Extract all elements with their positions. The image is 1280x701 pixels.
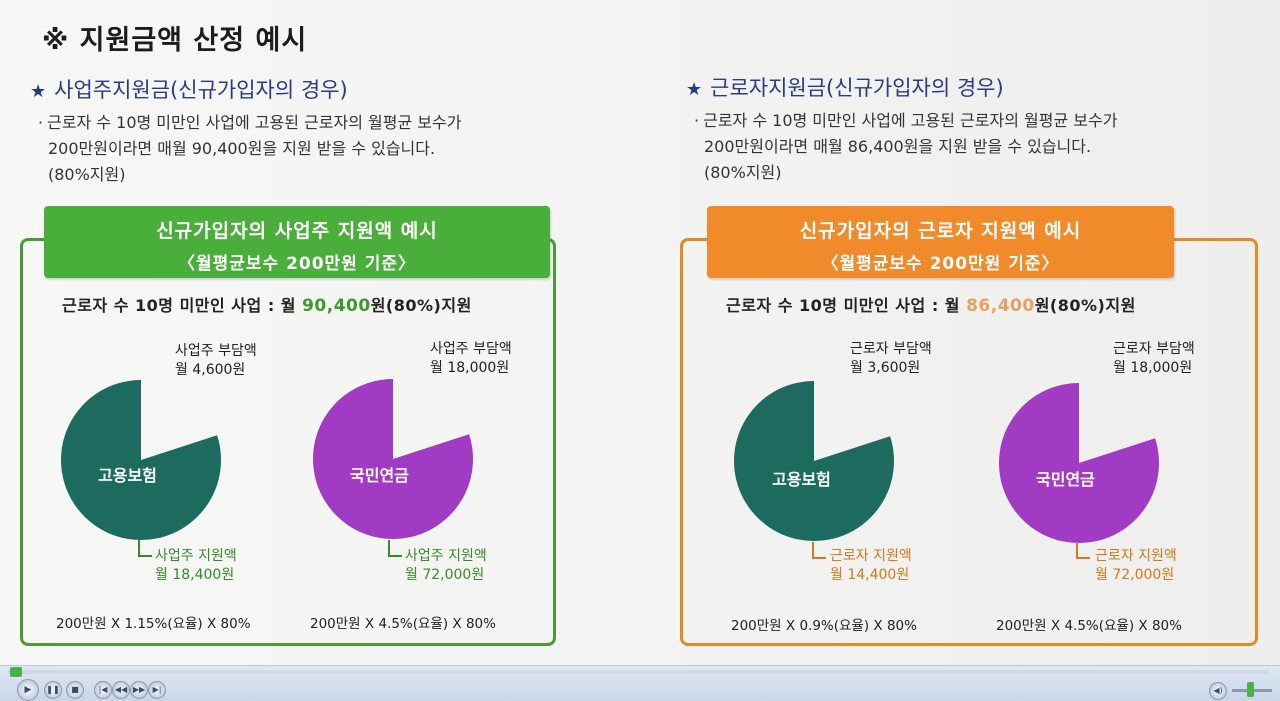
left-pie2-support-amount: 월 72,000원 (405, 567, 485, 583)
right-pie1-burden-label: 근로자 부담액 (850, 341, 932, 357)
stop-icon[interactable]: ■ (66, 681, 84, 699)
left-pie2-label: 국민연금 (350, 466, 409, 485)
right-banner: 신규가입자의 근로자 지원액 예시 〈월평균보수 200만원 기준〉 (707, 206, 1174, 278)
right-pie1-chart (734, 381, 894, 541)
right-pie1-leader (812, 542, 826, 559)
fast-forward-icon[interactable]: ▶▶ (130, 681, 148, 699)
media-player-bar: ▶ ❚❚ ■ |◀ ◀◀ ▶▶ ▶| ◀) (0, 665, 1280, 701)
play-icon[interactable]: ▶ (17, 679, 39, 701)
right-pie1-support-label: 근로자 지원액 (830, 548, 912, 564)
right-desc-line-3: (80%지원) (704, 163, 782, 182)
left-banner-title: 신규가입자의 사업주 지원액 예시 (156, 220, 438, 242)
left-pie2-chart (313, 379, 473, 539)
right-pie1-calc: 200만원 X 0.9%(요율) X 80% (731, 618, 917, 634)
left-banner: 신규가입자의 사업주 지원액 예시 〈월평균보수 200만원 기준〉 (44, 206, 550, 278)
left-pie1-support-amount: 월 18,400원 (155, 567, 235, 583)
right-pie2-support-amount: 월 72,000원 (1095, 567, 1175, 583)
left-section-title-text: 사업주지원금(신규가입자의 경우) (54, 78, 348, 102)
right-pie1-support: 근로자 지원액 월 14,400원 (830, 547, 912, 585)
right-pie1-burden-amount: 월 3,600원 (850, 360, 921, 376)
right-pie1-support-amount: 월 14,400원 (830, 567, 910, 583)
right-banner-title: 신규가입자의 근로자 지원액 예시 (799, 220, 1082, 242)
left-pie1-calc: 200만원 X 1.15%(요율) X 80% (56, 616, 251, 632)
pause-icon[interactable]: ❚❚ (44, 681, 62, 699)
right-support-line: 근로자 수 10명 미만인 사업 : 월 86,400원(80%)지원 (726, 292, 1136, 316)
left-pie1-label: 고용보험 (98, 466, 157, 485)
right-pie2-burden: 근로자 부담액 월 18,000원 (1113, 340, 1195, 378)
left-desc-line-1: 근로자 수 10명 미만인 사업에 고용된 근로자의 월평균 보수가 (47, 113, 462, 132)
left-pie1-burden-amount: 월 4,600원 (175, 362, 246, 378)
page-title: ※ 지원금액 산정 예시 (42, 25, 308, 56)
left-pie2-burden-label: 사업주 부담액 (430, 341, 512, 357)
left-pie1-slice (61, 380, 221, 540)
right-description: · 근로자 수 10명 미만인 사업에 고용된 근로자의 월평균 보수가 200만… (694, 108, 1117, 186)
left-pie1-burden: 사업주 부담액 월 4,600원 (175, 342, 257, 380)
left-pie2-slice (313, 379, 473, 539)
previous-icon[interactable]: |◀ (94, 681, 112, 699)
right-desc-line-2: 200만원이라면 매월 86,400원을 지원 받을 수 있습니다. (704, 137, 1092, 156)
star-icon: ★ (686, 79, 703, 100)
left-pie2-leader (388, 540, 402, 557)
right-support-amount: 86,400 (966, 296, 1035, 316)
left-pie2-calc: 200만원 X 4.5%(요율) X 80% (310, 616, 496, 632)
seek-bar[interactable] (8, 670, 1270, 674)
left-support-suffix: 원(80%)지원 (370, 296, 472, 315)
rewind-icon[interactable]: ◀◀ (112, 681, 130, 699)
next-icon[interactable]: ▶| (148, 681, 166, 699)
volume-icon[interactable]: ◀) (1209, 682, 1227, 700)
left-desc-line-3: (80%지원) (48, 165, 126, 184)
left-pie2-burden: 사업주 부담액 월 18,000원 (430, 340, 512, 378)
right-pie2-support: 근로자 지원액 월 72,000원 (1095, 547, 1177, 585)
left-pie2-burden-amount: 월 18,000원 (430, 360, 510, 376)
left-support-amount: 90,400 (302, 296, 371, 316)
right-pie1-burden: 근로자 부담액 월 3,600원 (850, 340, 932, 378)
document-page: ※ 지원금액 산정 예시 ★ 사업주지원금(신규가입자의 경우) · 근로자 수 1… (0, 0, 1280, 665)
left-support-prefix: 근로자 수 10명 미만인 사업 : 월 (62, 296, 297, 315)
right-desc-line-1: 근로자 수 10명 미만인 사업에 고용된 근로자의 월평균 보수가 (703, 111, 1118, 130)
right-pie2-support-label: 근로자 지원액 (1095, 548, 1177, 564)
left-pie2-support: 사업주 지원액 월 72,000원 (405, 547, 487, 585)
left-pie1-support-label: 사업주 지원액 (155, 548, 237, 564)
seek-thumb[interactable] (10, 667, 22, 677)
right-banner-subtitle: 〈월평균보수 200만원 기준〉 (821, 254, 1060, 274)
left-pie2-support-label: 사업주 지원액 (405, 548, 487, 564)
right-pie2-leader (1076, 542, 1090, 559)
left-banner-subtitle: 〈월평균보수 200만원 기준〉 (177, 254, 417, 274)
left-pie1-chart (61, 380, 221, 540)
left-support-line: 근로자 수 10명 미만인 사업 : 월 90,400원(80%)지원 (62, 292, 472, 316)
right-support-suffix: 원(80%)지원 (1034, 296, 1136, 315)
right-pie2-slice (999, 383, 1159, 543)
right-pie2-burden-label: 근로자 부담액 (1113, 341, 1195, 357)
left-pie1-leader (138, 540, 152, 557)
volume-thumb[interactable] (1247, 682, 1254, 697)
right-support-prefix: 근로자 수 10명 미만인 사업 : 월 (726, 296, 961, 315)
right-section-title-text: 근로자지원금(신규가입자의 경우) (710, 76, 1004, 100)
right-pie2-calc: 200만원 X 4.5%(요율) X 80% (996, 618, 1182, 634)
right-section-title: ★ 근로자지원금(신규가입자의 경우) (686, 72, 1004, 102)
left-desc-line-2: 200만원이라면 매월 90,400원을 지원 받을 수 있습니다. (48, 139, 436, 158)
right-pie1-label: 고용보험 (772, 470, 831, 489)
right-pie2-label: 국민연금 (1036, 470, 1095, 489)
right-pie2-burden-amount: 월 18,000원 (1113, 360, 1193, 376)
left-section-title: ★ 사업주지원금(신규가입자의 경우) (30, 74, 348, 104)
left-pie1-burden-label: 사업주 부담액 (175, 343, 257, 359)
right-pie1-slice (734, 381, 894, 541)
left-pie1-support: 사업주 지원액 월 18,400원 (155, 547, 237, 585)
left-description: · 근로자 수 10명 미만인 사업에 고용된 근로자의 월평균 보수가 200만… (38, 110, 461, 188)
star-icon: ★ (30, 81, 47, 102)
right-pie2-chart (999, 383, 1159, 543)
